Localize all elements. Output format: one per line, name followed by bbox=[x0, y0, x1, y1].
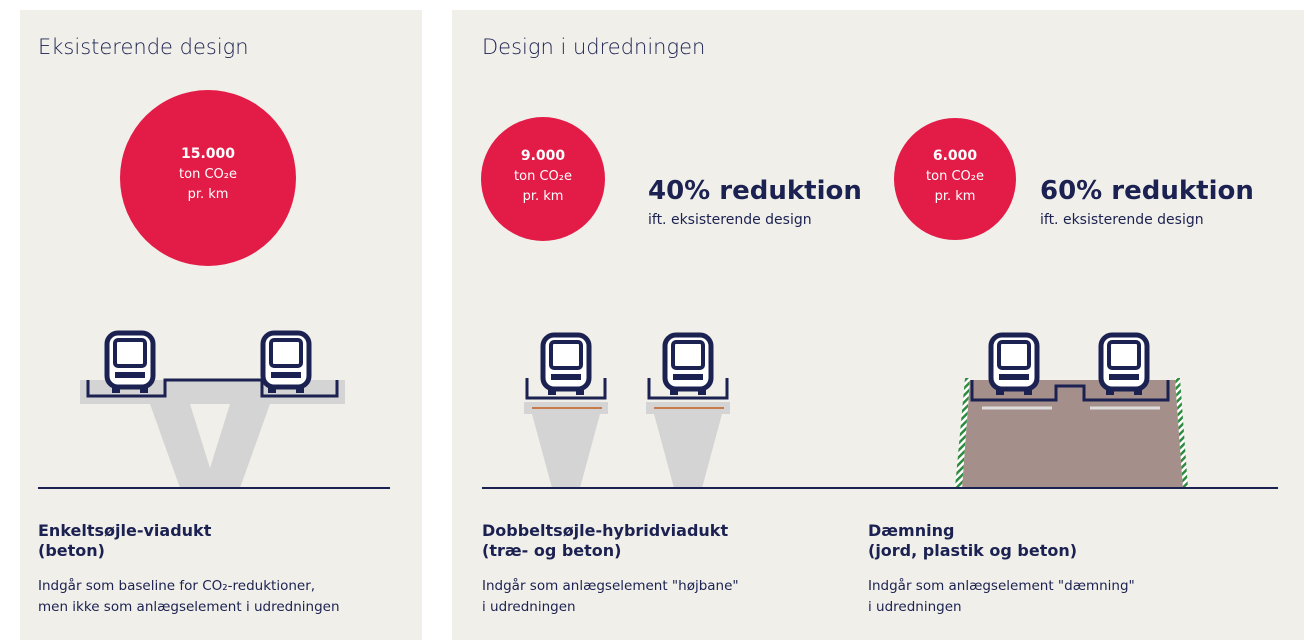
co2-unit: ton CO₂e bbox=[514, 169, 572, 184]
design-name: Dæmning bbox=[868, 521, 954, 540]
co2-per: pr. km bbox=[188, 187, 229, 202]
reduction: 60% reduktion bbox=[1040, 176, 1254, 206]
design-description: Indgår som baseline for CO₂-reduktioner, bbox=[38, 577, 315, 594]
co2-value: 9.000 bbox=[521, 148, 566, 164]
co2-unit: ton CO₂e bbox=[179, 167, 237, 182]
panel bbox=[452, 10, 1304, 640]
reduction: 40% reduktion bbox=[648, 176, 862, 206]
design-description: Indgår som anlægselement "dæmning" bbox=[868, 577, 1135, 594]
design-name: Enkeltsøjle-viadukt bbox=[38, 521, 212, 540]
embankment bbox=[955, 335, 1188, 488]
co2-value: 6.000 bbox=[933, 148, 978, 164]
co2-value: 15.000 bbox=[181, 146, 235, 162]
double-pier-viaduct bbox=[524, 335, 730, 488]
design-description: i udredningen bbox=[868, 599, 962, 615]
panel-title: Design i udredningen bbox=[482, 35, 705, 59]
co2-circle bbox=[120, 90, 296, 266]
design-description: men ikke som anlægselement i udredningen bbox=[38, 599, 340, 615]
reduction-note: ift. eksisterende design bbox=[648, 212, 812, 228]
design-description: Indgår som anlægselement "højbane" bbox=[482, 577, 739, 594]
co2-unit: ton CO₂e bbox=[926, 169, 984, 184]
co2-circle bbox=[481, 117, 605, 241]
co2-per: pr. km bbox=[935, 189, 976, 204]
design-name: (jord, plastik og beton) bbox=[868, 541, 1077, 560]
co2-circle bbox=[894, 118, 1016, 240]
single-pier-viaduct bbox=[80, 333, 345, 488]
design-name: (beton) bbox=[38, 541, 105, 560]
reduction-note: ift. eksisterende design bbox=[1040, 212, 1204, 228]
co2-per: pr. km bbox=[523, 189, 564, 204]
design-description: i udredningen bbox=[482, 599, 576, 615]
design-name: (træ- og beton) bbox=[482, 541, 622, 560]
panel-title: Eksisterende design bbox=[38, 35, 249, 59]
design-name: Dobbeltsøjle-hybridviadukt bbox=[482, 521, 728, 540]
